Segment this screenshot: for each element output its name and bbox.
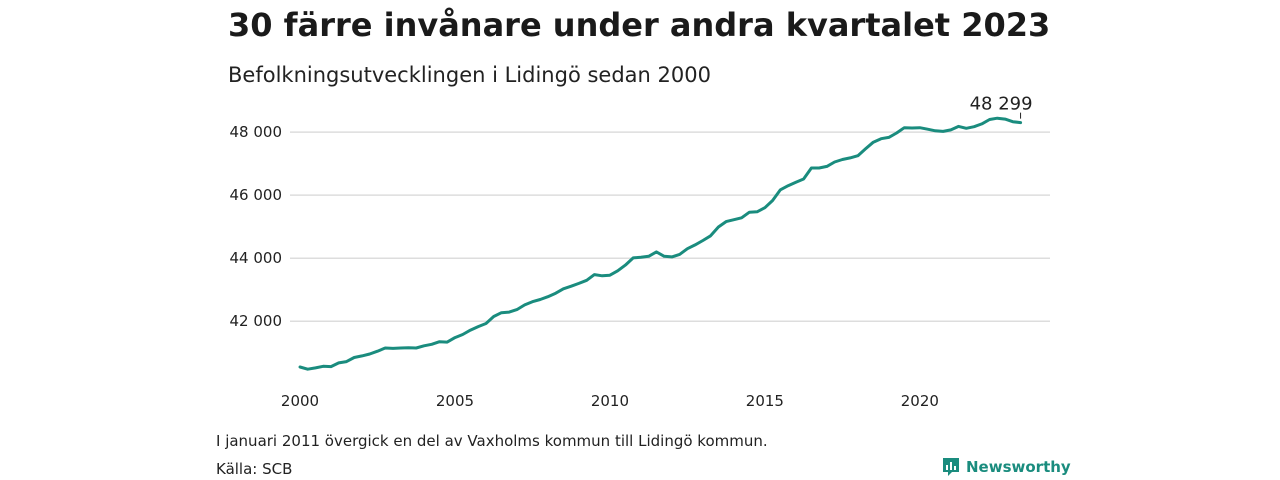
chart-subtitle: Befolkningsutvecklingen i Lidingö sedan …: [228, 63, 711, 87]
x-tick-label: 2010: [591, 392, 629, 410]
brand-name: Newsworthy: [966, 458, 1071, 476]
newsworthy-logo-icon: [943, 458, 959, 476]
x-tick-label: 2000: [281, 392, 319, 410]
y-axis-ticks: 42 000 44 000 46 000 48 000: [230, 123, 283, 330]
end-value-label: 48 299: [970, 94, 1033, 115]
y-tick-label: 42 000: [230, 312, 283, 330]
x-axis-ticks: 2000 2005 2010 2015 2020: [281, 392, 939, 410]
footnote: I januari 2011 övergick en del av Vaxhol…: [216, 432, 768, 450]
newsworthy-brand: Newsworthy: [942, 457, 1071, 477]
x-tick-label: 2020: [901, 392, 939, 410]
chart-title: 30 färre invånare under andra kvartalet …: [228, 6, 1051, 44]
gridlines: [290, 131, 1050, 322]
source-note: Källa: SCB: [216, 460, 293, 478]
x-tick-label: 2005: [436, 392, 474, 410]
y-tick-label: 44 000: [230, 249, 283, 267]
y-tick-label: 46 000: [230, 186, 283, 204]
y-tick-label: 48 000: [230, 123, 283, 141]
population-line: [298, 116, 1023, 371]
x-tick-label: 2015: [746, 392, 784, 410]
